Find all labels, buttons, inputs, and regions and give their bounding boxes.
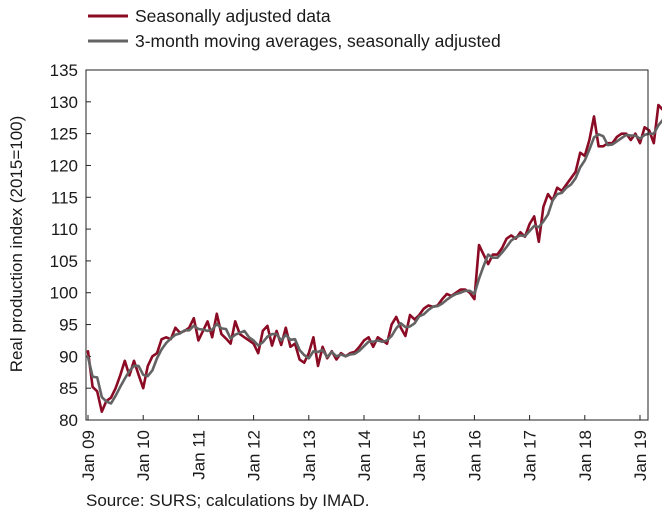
x-tick-label: Jan 18 — [576, 430, 595, 481]
y-tick-label: 105 — [50, 252, 78, 271]
y-tick-label: 135 — [50, 61, 78, 80]
legend: Seasonally adjusted data 3-month moving … — [88, 6, 501, 51]
y-tick-label: 125 — [50, 125, 78, 144]
y-tick-label: 90 — [59, 347, 78, 366]
y-tick-label: 115 — [51, 188, 78, 207]
plot-area — [86, 103, 662, 414]
x-axis: Jan 09 Jan 10 Jan 11 Jan 12 Jan 13 Jan 14 Jan … — [79, 415, 650, 481]
series-line-moving-average — [86, 118, 662, 405]
y-tick-label: 120 — [50, 156, 78, 175]
x-tick-label: Jan 14 — [355, 430, 374, 481]
x-tick-label: Jan 15 — [410, 430, 429, 481]
x-tick-label: Jan 12 — [245, 430, 264, 481]
y-tick-label: 100 — [50, 284, 78, 303]
y-tick-label: 85 — [59, 379, 78, 398]
x-tick-label: Jan 19 — [631, 430, 650, 481]
y-tick-label: 110 — [51, 220, 78, 239]
plot-frame — [85, 69, 649, 421]
x-tick-label: Jan 11 — [189, 430, 208, 480]
x-tick-label: Jan 09 — [79, 430, 98, 481]
y-tick-label: 95 — [59, 316, 78, 335]
x-tick-label: Jan 16 — [465, 430, 484, 481]
y-axis: 80 85 90 95 100 105 110 115 120 125 130 135 — [50, 61, 91, 430]
x-tick-label: Jan 17 — [521, 430, 540, 481]
legend-label-seasonally-adjusted: Seasonally adjusted data — [135, 6, 331, 26]
series-line-seasonally-adjusted — [86, 103, 662, 414]
x-tick-label: Jan 10 — [134, 430, 153, 481]
y-tick-label: 130 — [50, 93, 78, 112]
y-tick-label: 80 — [59, 411, 78, 430]
source-note: Source: SURS; calculations by IMAD. — [86, 491, 369, 510]
legend-label-moving-average: 3-month moving averages, seasonally adju… — [135, 31, 501, 51]
y-axis-title: Real production index (2015=100) — [7, 116, 26, 373]
x-tick-label: Jan 13 — [300, 430, 319, 481]
